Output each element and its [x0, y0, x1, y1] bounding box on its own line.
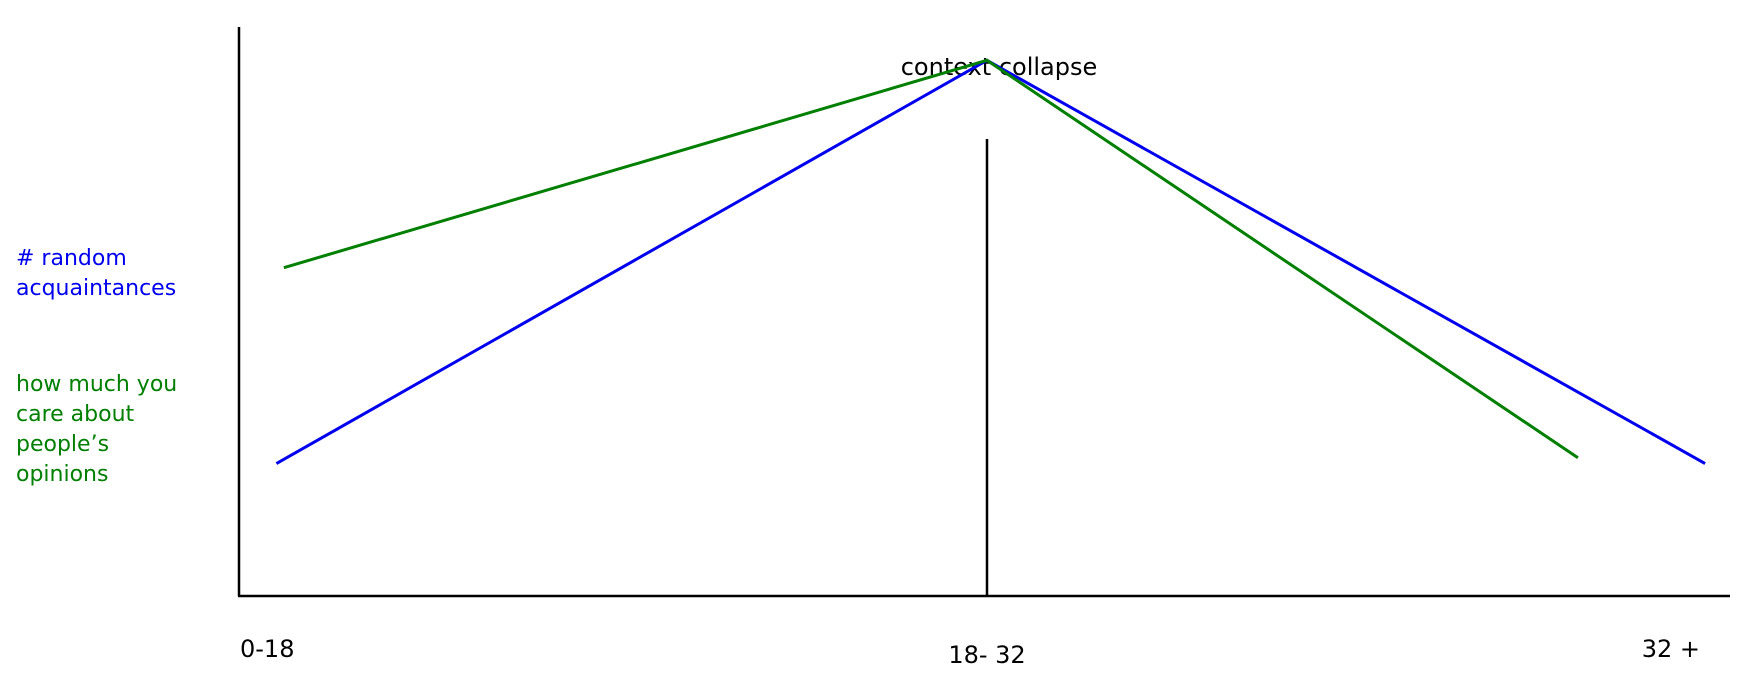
x-tick-label-2: 32 + [1642, 635, 1700, 663]
x-tick-label-0: 0-18 [240, 635, 294, 663]
series-line-0 [275, 58, 1706, 465]
legend-label-care-about-opinions: how much you care about people’s opinion… [16, 372, 178, 487]
legend-label-random-acquaintances: # random acquaintances [16, 246, 177, 301]
series-group [275, 58, 1706, 465]
series-line-1 [283, 58, 1579, 460]
x-tick-label-1: 18- 32 [948, 641, 1025, 669]
